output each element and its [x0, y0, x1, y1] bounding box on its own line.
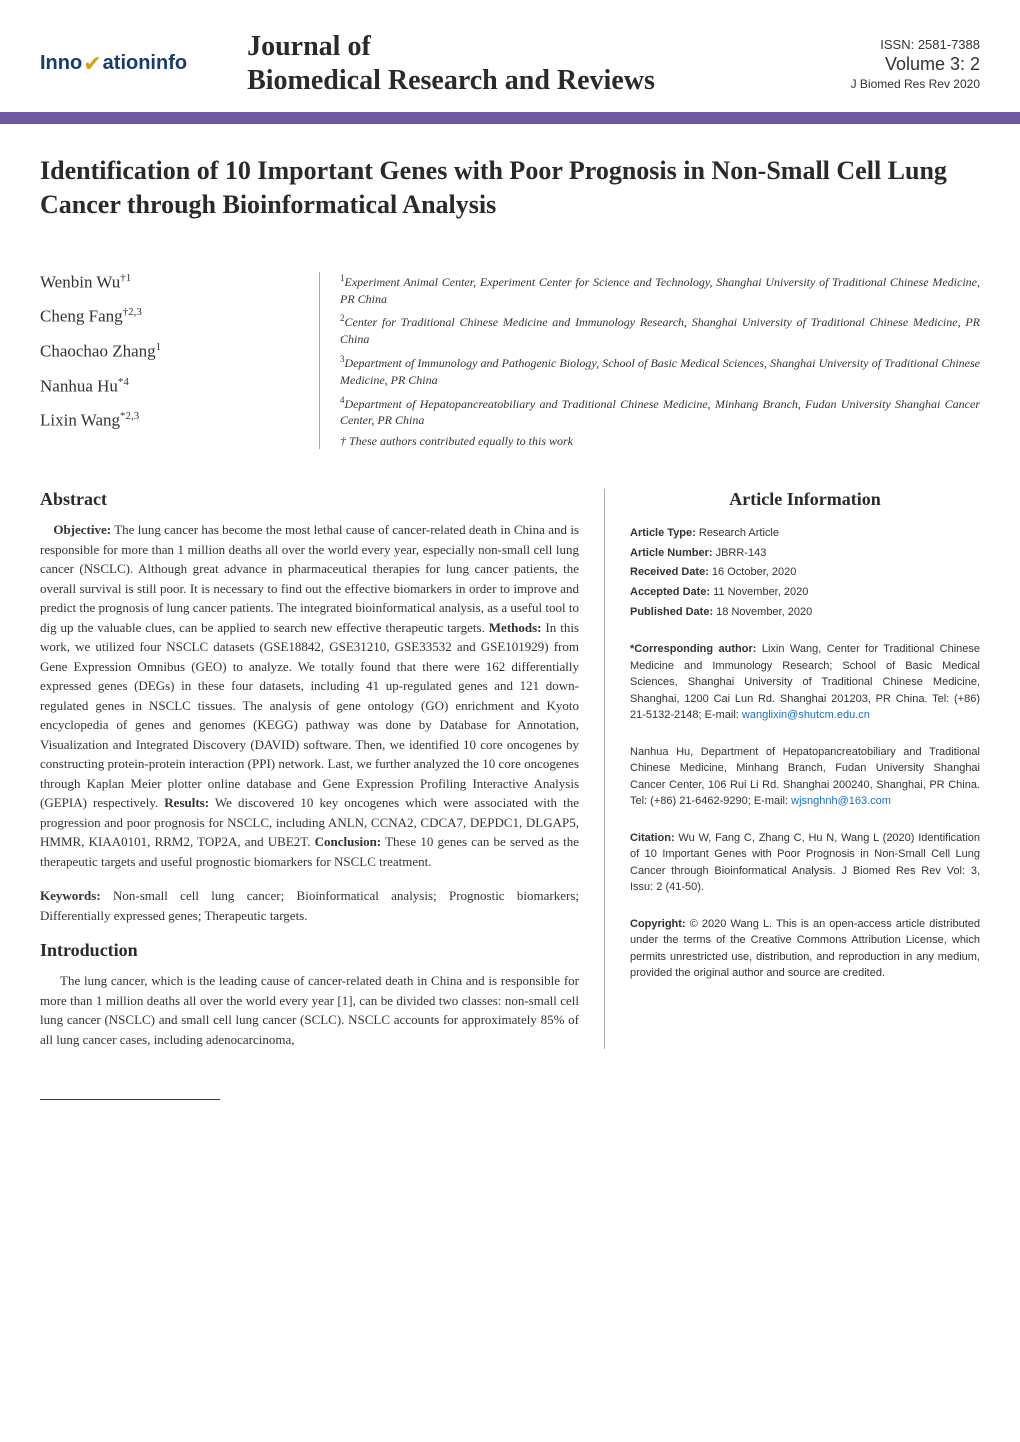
info-row: Published Date: 18 November, 2020 — [630, 604, 980, 622]
affiliation-text: Center for Traditional Chinese Medicine … — [340, 315, 980, 346]
author-sup: *2,3 — [120, 410, 139, 422]
logo: Inno ✔ ationinfo — [40, 51, 187, 77]
main-body: Abstract Objective: The lung cancer has … — [40, 489, 980, 1049]
abstract-objective: The lung cancer has become the most leth… — [40, 522, 579, 635]
info-label: Received Date: — [630, 566, 709, 578]
journal-title-block: Journal of Biomedical Research and Revie… — [247, 30, 851, 97]
info-label: Article Number: — [630, 547, 713, 559]
journal-title-line2: Biomedical Research and Reviews — [247, 64, 851, 98]
keywords-text: Non-small cell lung cancer; Bioinformati… — [40, 888, 579, 923]
author-sup: 1 — [156, 341, 162, 353]
copyright-label: Copyright: — [630, 918, 686, 930]
info-row: Article Number: JBRR-143 — [630, 545, 980, 563]
affiliation: 3Department of Immunology and Pathogenic… — [340, 353, 980, 389]
author-name: Wenbin Wu — [40, 272, 120, 291]
affiliations-column: 1Experiment Animal Center, Experiment Ce… — [320, 272, 980, 449]
volume: Volume 3: 2 — [851, 54, 980, 75]
issn: ISSN: 2581-7388 — [851, 37, 980, 52]
article-info-block: Article Type: Research Article Article N… — [630, 525, 980, 621]
copyright-block: Copyright: © 2020 Wang L. This is an ope… — [630, 916, 980, 982]
author: Chaochao Zhang1 — [40, 341, 299, 362]
authors-affiliations: Wenbin Wu†1 Cheng Fang†2,3 Chaochao Zhan… — [40, 272, 980, 449]
citation-text: Wu W, Fang C, Zhang C, Hu N, Wang L (202… — [630, 832, 980, 894]
affiliation-text: Experiment Animal Center, Experiment Cen… — [340, 275, 980, 306]
info-label: Published Date: — [630, 606, 713, 618]
author: Nanhua Hu*4 — [40, 376, 299, 397]
abstract-objective-label: Objective: — [53, 522, 111, 537]
author: Lixin Wang*2,3 — [40, 410, 299, 431]
journal-short: J Biomed Res Rev 2020 — [851, 77, 980, 91]
abstract-heading: Abstract — [40, 489, 579, 510]
corresponding-email-2[interactable]: wjsnghnh@163.com — [791, 795, 891, 807]
introduction-text: The lung cancer, which is the leading ca… — [40, 971, 579, 1049]
introduction-heading: Introduction — [40, 940, 579, 961]
corresponding-email[interactable]: wanglixin@shutcm.edu.cn — [742, 709, 870, 721]
article-info-heading: Article Information — [630, 489, 980, 510]
header: Inno ✔ ationinfo Journal of Biomedical R… — [0, 0, 1020, 112]
abstract-methods: In this work, we utilized four NSCLC dat… — [40, 620, 579, 811]
info-value: Research Article — [696, 527, 779, 539]
info-value: JBRR-143 — [713, 547, 767, 559]
info-value: 16 October, 2020 — [709, 566, 796, 578]
abstract-text: Objective: The lung cancer has become th… — [40, 520, 579, 871]
abstract-conclusion-label: Conclusion: — [315, 834, 381, 849]
authors-column: Wenbin Wu†1 Cheng Fang†2,3 Chaochao Zhan… — [40, 272, 320, 449]
author-sup: †1 — [120, 272, 131, 284]
right-column: Article Information Article Type: Resear… — [630, 489, 980, 1049]
info-row: Article Type: Research Article — [630, 525, 980, 543]
info-row: Accepted Date: 11 November, 2020 — [630, 584, 980, 602]
info-row: Received Date: 16 October, 2020 — [630, 564, 980, 582]
affiliation-text: Department of Hepatopancreatobiliary and… — [340, 397, 980, 428]
footer-divider — [40, 1099, 220, 1100]
author: Wenbin Wu†1 — [40, 272, 299, 293]
logo-text-part1: Inno — [40, 52, 82, 75]
citation-block: Citation: Wu W, Fang C, Zhang C, Hu N, W… — [630, 830, 980, 896]
affiliation: 2Center for Traditional Chinese Medicine… — [340, 312, 980, 348]
abstract-methods-label: Methods: — [489, 620, 542, 635]
logo-checkmark-icon: ✔ — [83, 51, 101, 77]
affiliation: 1Experiment Animal Center, Experiment Ce… — [340, 272, 980, 308]
author-name: Cheng Fang — [40, 307, 123, 326]
corresponding-author-block-2: Nanhua Hu, Department of Hepatopancreato… — [630, 744, 980, 810]
keywords-label: Keywords: — [40, 888, 101, 903]
author-sup: *4 — [118, 376, 129, 388]
header-divider — [0, 112, 1020, 124]
author-name: Lixin Wang — [40, 411, 120, 430]
author: Cheng Fang†2,3 — [40, 306, 299, 327]
author-sup: †2,3 — [123, 306, 142, 318]
logo-text-part2: ationinfo — [103, 52, 187, 75]
left-column: Abstract Objective: The lung cancer has … — [40, 489, 605, 1049]
author-name: Chaochao Zhang — [40, 342, 156, 361]
content: Identification of 10 Important Genes wit… — [0, 144, 1020, 1079]
citation-label: Citation: — [630, 832, 675, 844]
header-right: ISSN: 2581-7388 Volume 3: 2 J Biomed Res… — [851, 37, 980, 91]
affiliation: 4Department of Hepatopancreatobiliary an… — [340, 394, 980, 430]
author-name: Nanhua Hu — [40, 376, 118, 395]
abstract-results-label: Results: — [164, 795, 209, 810]
equal-contribution-note: † These authors contributed equally to t… — [340, 434, 980, 449]
info-label: Accepted Date: — [630, 586, 710, 598]
corresponding-label: *Corresponding author: — [630, 643, 756, 655]
journal-title-line1: Journal of — [247, 30, 851, 64]
affiliation-text: Department of Immunology and Pathogenic … — [340, 356, 980, 387]
info-value: 11 November, 2020 — [710, 586, 808, 598]
info-value: 18 November, 2020 — [713, 606, 812, 618]
keywords: Keywords: Non-small cell lung cancer; Bi… — [40, 886, 579, 925]
corresponding-author-block: *Corresponding author: Lixin Wang, Cente… — [630, 641, 980, 724]
info-label: Article Type: — [630, 527, 696, 539]
article-title: Identification of 10 Important Genes wit… — [40, 154, 980, 222]
